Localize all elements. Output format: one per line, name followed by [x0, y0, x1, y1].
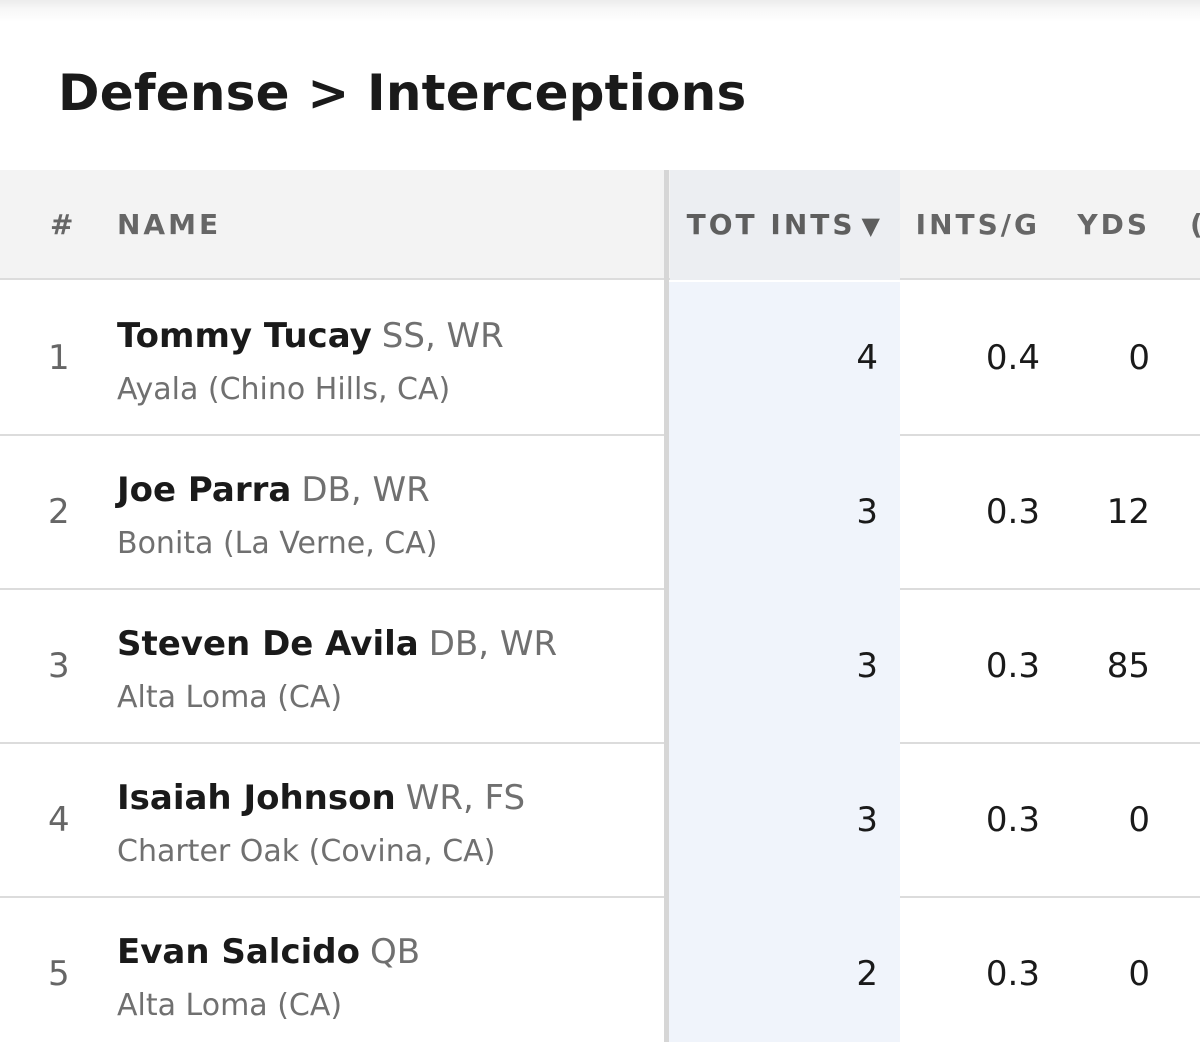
- cell-tot-ints: 3: [856, 492, 878, 532]
- column-header-name[interactable]: NAME: [117, 208, 222, 241]
- cell-ints-per-game: 0.3: [985, 646, 1040, 686]
- row-rank: 3: [48, 646, 70, 686]
- cell-yds: 0: [1128, 954, 1150, 994]
- player-positions: DB, WR: [428, 624, 558, 664]
- player-name-link[interactable]: Tommy Tucay: [117, 316, 372, 356]
- cell-yds: 0: [1128, 800, 1150, 840]
- player-name-line: Evan Salcido QB: [117, 932, 420, 972]
- page-title: Defense > Interceptions: [58, 64, 747, 122]
- sorted-column-highlight: [669, 282, 900, 436]
- stats-table: # NAME TOT INTS▼ INTS/G YDS ( 1 Tommy Tuc…: [0, 170, 1200, 1042]
- cell-tot-ints: 2: [856, 954, 878, 994]
- cell-yds: 0: [1128, 338, 1150, 378]
- top-bar-shadow: [0, 0, 1200, 22]
- sort-descending-icon: ▼: [861, 212, 880, 240]
- player-name-link[interactable]: Isaiah Johnson: [117, 778, 396, 818]
- column-header-next-partial[interactable]: (: [1190, 170, 1200, 280]
- player-school[interactable]: Ayala (Chino Hills, CA): [117, 372, 451, 407]
- player-school[interactable]: Alta Loma (CA): [117, 988, 343, 1023]
- player-name-line: Steven De Avila DB, WR: [117, 624, 557, 664]
- table-row[interactable]: 5 Evan Salcido QB Alta Loma (CA) 2 0.3 0: [0, 898, 1200, 1042]
- column-header-ints-per-game[interactable]: INTS/G: [915, 208, 1040, 241]
- row-rank: 4: [48, 800, 70, 840]
- player-school[interactable]: Bonita (La Verne, CA): [117, 526, 438, 561]
- cell-tot-ints: 3: [856, 800, 878, 840]
- player-positions: SS, WR: [381, 316, 504, 356]
- cell-ints-per-game: 0.3: [985, 954, 1040, 994]
- player-name-link[interactable]: Evan Salcido: [117, 932, 360, 972]
- player-name-line: Isaiah Johnson WR, FS: [117, 778, 525, 818]
- column-divider: [664, 170, 669, 1042]
- player-positions: WR, FS: [405, 778, 526, 818]
- player-school[interactable]: Alta Loma (CA): [117, 680, 343, 715]
- cell-tot-ints: 3: [856, 646, 878, 686]
- table-row[interactable]: 4 Isaiah Johnson WR, FS Charter Oak (Covina…: [0, 744, 1200, 898]
- table-row[interactable]: 2 Joe Parra DB, WR Bonita (La Verne, CA) 3 0.…: [0, 436, 1200, 590]
- player-school[interactable]: Charter Oak (Covina, CA): [117, 834, 496, 869]
- table-header: # NAME TOT INTS▼ INTS/G YDS (: [0, 170, 1200, 280]
- cell-ints-per-game: 0.3: [985, 800, 1040, 840]
- sorted-column-highlight: [669, 898, 900, 1042]
- player-name-line: Joe Parra DB, WR: [117, 470, 430, 510]
- column-header-yds[interactable]: YDS: [1077, 208, 1150, 241]
- row-rank: 2: [48, 492, 70, 532]
- column-header-tot-ints[interactable]: TOT INTS ▼: [670, 170, 900, 280]
- row-rank: 5: [48, 954, 70, 994]
- cell-ints-per-game: 0.3: [985, 492, 1040, 532]
- sorted-column-highlight: [669, 436, 900, 590]
- player-name-link[interactable]: Joe Parra: [117, 470, 292, 510]
- sorted-column-highlight: [669, 590, 900, 744]
- cell-tot-ints: 4: [856, 338, 878, 378]
- column-header-rank: #: [50, 208, 77, 241]
- cell-yds: 12: [1106, 492, 1150, 532]
- player-name-line: Tommy Tucay SS, WR: [117, 316, 504, 356]
- player-name-link[interactable]: Steven De Avila: [117, 624, 419, 664]
- column-header-tot-ints-label: TOT INTS: [686, 208, 856, 241]
- row-rank: 1: [48, 338, 70, 378]
- sorted-column-highlight: [669, 744, 900, 898]
- cell-ints-per-game: 0.4: [985, 338, 1040, 378]
- cell-yds: 85: [1106, 646, 1150, 686]
- table-row[interactable]: 3 Steven De Avila DB, WR Alta Loma (CA) 3 0.3…: [0, 590, 1200, 744]
- player-positions: QB: [369, 932, 421, 972]
- table-row[interactable]: 1 Tommy Tucay SS, WR Ayala (Chino Hills, CA…: [0, 282, 1200, 436]
- player-positions: DB, WR: [301, 470, 430, 510]
